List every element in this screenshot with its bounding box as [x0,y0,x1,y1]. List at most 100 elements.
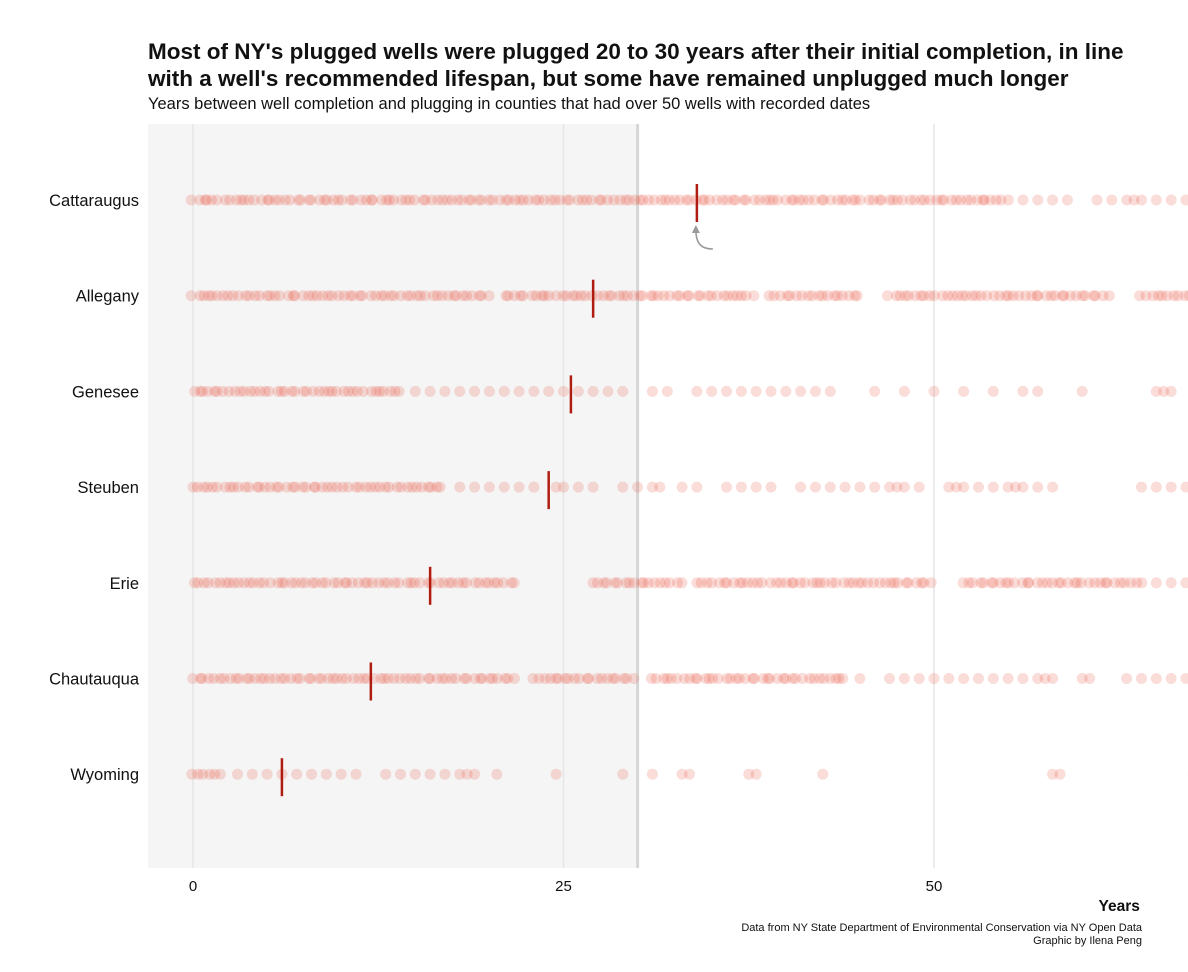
data-point [513,385,525,397]
data-point [523,194,535,206]
data-point [227,290,239,302]
data-point [822,290,834,302]
data-point [358,673,370,684]
data-point [1002,194,1014,206]
data-point [824,385,836,397]
data-point [1121,194,1133,206]
county-label: Chautauqua [49,671,140,689]
data-point [259,385,271,397]
data-point [438,577,450,589]
data-point [404,194,416,206]
data-point [707,673,719,684]
data-point [514,194,526,206]
data-point [321,194,333,206]
data-point [473,577,485,589]
data-point [513,481,525,493]
data-point [360,194,372,206]
data-point [439,768,451,780]
data-point [816,290,828,302]
data-point [388,290,400,302]
data-point [1089,290,1101,302]
data-point [200,194,212,206]
county-label: Cattaraugus [49,192,139,210]
data-point [898,481,910,493]
data-point [1165,481,1177,493]
data-point [474,673,486,684]
data-point [1010,481,1022,493]
data-point [743,768,755,780]
data-point [245,385,257,397]
data-point [370,385,382,397]
data-point [671,290,683,302]
data-point [214,577,226,589]
data-point [472,194,484,206]
data-point [691,385,703,397]
data-point [369,481,381,493]
data-point [395,194,407,206]
data-point [676,768,688,780]
data-point [391,481,403,493]
data-point [291,768,303,780]
data-point [598,577,610,589]
data-point [1180,194,1188,206]
data-point [963,577,975,589]
data-point [748,290,760,302]
data-point [395,290,407,302]
data-point [1020,290,1032,302]
data-point [1183,290,1188,302]
data-point [258,673,270,684]
data-point [788,194,800,206]
data-point [818,673,830,684]
data-point [747,577,759,589]
data-point [727,194,739,206]
data-point [632,481,644,493]
county-label: Genesee [72,383,139,401]
data-point [452,577,464,589]
data-point [987,481,999,493]
data-point [196,673,208,684]
data-point [984,194,996,206]
data-point [638,577,650,589]
data-point [517,194,529,206]
data-point [365,194,377,206]
data-point [469,577,481,589]
data-point [344,290,356,302]
data-point [233,290,245,302]
data-point [333,290,345,302]
data-point [416,481,428,493]
data-point [695,577,707,589]
data-point [890,290,902,302]
data-point [264,577,276,589]
data-point [409,194,421,206]
data-point [383,194,395,206]
data-point [676,577,688,589]
data-point [311,290,323,302]
data-point [750,481,762,493]
data-point [606,290,618,302]
data-point [436,194,448,206]
data-point [461,673,473,684]
data-point [530,194,542,206]
data-point [764,194,776,206]
data-point [778,673,790,684]
data-point [342,385,354,397]
data-point [711,194,723,206]
data-point [209,768,221,780]
data-point [620,673,632,684]
data-point [425,481,437,493]
data-point [613,290,625,302]
data-point [1047,194,1059,206]
data-point [287,290,299,302]
data-point [255,673,267,684]
data-point [977,194,989,206]
data-point [791,290,803,302]
data-point [1032,194,1044,206]
data-point [359,577,371,589]
data-point [809,481,821,493]
data-point [305,673,317,684]
data-point [733,673,745,684]
data-point [676,481,688,493]
data-point [211,385,223,397]
data-point [408,577,420,589]
data-point [217,385,229,397]
